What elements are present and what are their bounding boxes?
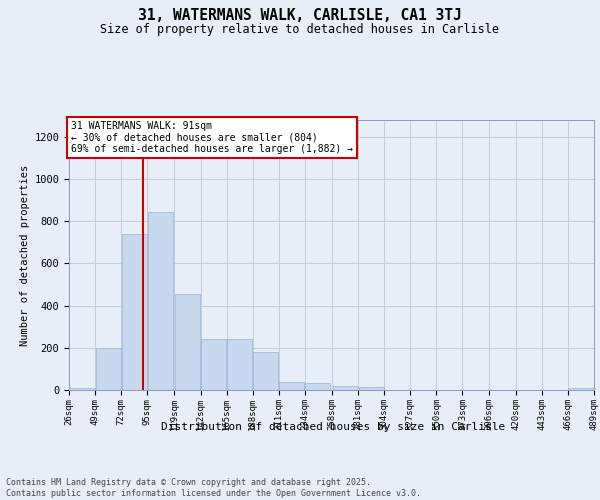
Bar <box>359 388 384 390</box>
Bar <box>227 339 252 390</box>
Bar <box>122 234 147 390</box>
Bar <box>568 388 593 390</box>
Bar <box>148 212 173 390</box>
Text: 31, WATERMANS WALK, CARLISLE, CA1 3TJ: 31, WATERMANS WALK, CARLISLE, CA1 3TJ <box>138 8 462 22</box>
Bar <box>332 386 358 390</box>
Text: Contains HM Land Registry data © Crown copyright and database right 2025.
Contai: Contains HM Land Registry data © Crown c… <box>6 478 421 498</box>
Bar <box>70 388 95 390</box>
Y-axis label: Number of detached properties: Number of detached properties <box>20 164 30 346</box>
Bar <box>201 339 226 390</box>
Text: Distribution of detached houses by size in Carlisle: Distribution of detached houses by size … <box>161 422 505 432</box>
Bar <box>279 382 304 390</box>
Bar <box>253 352 278 390</box>
Text: 31 WATERMANS WALK: 91sqm
← 30% of detached houses are smaller (804)
69% of semi-: 31 WATERMANS WALK: 91sqm ← 30% of detach… <box>71 121 353 154</box>
Bar <box>305 382 331 390</box>
Bar <box>95 348 121 390</box>
Bar <box>175 294 200 390</box>
Text: Size of property relative to detached houses in Carlisle: Size of property relative to detached ho… <box>101 22 499 36</box>
